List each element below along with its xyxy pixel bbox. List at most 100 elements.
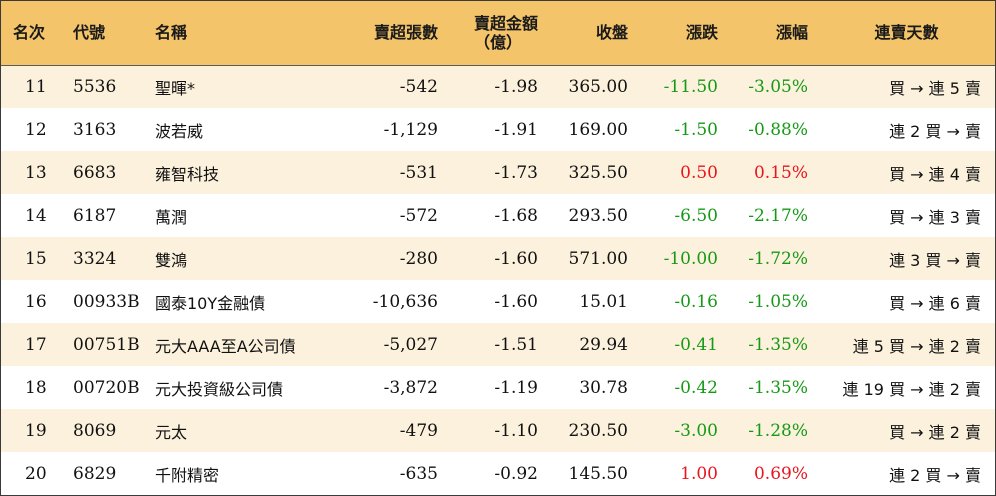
change-pct-cell: -2.17% <box>748 205 808 226</box>
rank-cell: 11 <box>1 64 63 108</box>
code-cell: 6829 <box>73 463 117 484</box>
streak-cell: 買 → 連 3 賣 <box>889 207 981 227</box>
change-cell: 0.50 <box>680 162 718 183</box>
name-cell: 國泰10Y金融債 <box>155 293 266 313</box>
header-rank: 名次 <box>13 23 46 43</box>
table-row: 13 6683 雍智科技 -531 -1.73 325.50 0.50 0.15% 買 → 連 … <box>1 151 995 194</box>
change-pct-cell: -0.88% <box>748 119 808 140</box>
change-cell: -11.50 <box>638 64 728 108</box>
net-sell-lots-cell: -531 <box>399 162 438 183</box>
name-cell: 聖暉* <box>145 64 330 108</box>
name-cell: 元大AAA至A公司債 <box>155 336 296 356</box>
name-cell: 雍智科技 <box>155 164 220 184</box>
header-net-sell-lots: 賣超張數 <box>373 23 438 43</box>
net-sell-amount-cell: -1.98 <box>448 64 548 108</box>
code-cell: 00933B <box>73 291 140 312</box>
close-cell: 293.50 <box>568 205 628 226</box>
code-cell: 5536 <box>63 64 145 108</box>
change-cell: -0.16 <box>674 291 718 312</box>
close-cell: 15.01 <box>579 291 628 312</box>
table-row: 11 5536 聖暉* -542 -1.98 365.00 -11.50 -3.05% 買 → … <box>1 64 995 108</box>
header-row: 名次 代號 名稱 賣超張數 賣超金額 （億） 收盤 漲跌 漲幅 連賣天數 <box>1 1 995 65</box>
change-pct-cell: -1.72% <box>748 248 808 269</box>
close-cell: 169.00 <box>568 119 628 140</box>
change-pct-cell: -1.05% <box>748 291 808 312</box>
change-pct-cell: -1.35% <box>748 334 808 355</box>
net-sell-amount-cell: -1.73 <box>494 162 538 183</box>
name-cell: 萬潤 <box>155 207 188 227</box>
table-row: 19 8069 元太 -479 -1.10 230.50 -3.00 -1.28% 買 → 連 … <box>1 409 995 452</box>
table-row: 17 00751B 元大AAA至A公司債 -5,027 -1.51 29.94 -0.41 -… <box>1 323 995 366</box>
streak-cell: 買 → 連 4 賣 <box>889 164 981 184</box>
change-cell: -0.41 <box>674 334 718 355</box>
rank-cell: 16 <box>25 291 47 312</box>
table-row: 16 00933B 國泰10Y金融債 -10,636 -1.60 15.01 -0.16 -1… <box>1 280 995 323</box>
streak-cell: 買 → 連 2 賣 <box>889 422 981 442</box>
change-cell: -3.00 <box>674 420 718 441</box>
streak-cell: 買 → 連 5 賣 <box>818 64 995 108</box>
rank-cell: 18 <box>25 377 47 398</box>
change-cell: -10.00 <box>663 248 718 269</box>
close-cell: 145.50 <box>568 463 628 484</box>
close-cell: 230.50 <box>568 420 628 441</box>
table-row: 15 3324 雙鴻 -280 -1.60 571.00 -10.00 -1.72% 連 3 買… <box>1 237 995 280</box>
name-cell: 千附精密 <box>155 465 220 485</box>
net-sell-amount-cell: -1.60 <box>494 248 538 269</box>
header-name: 名稱 <box>155 23 188 43</box>
net-sell-lots-cell: -5,027 <box>383 334 438 355</box>
code-cell: 00751B <box>73 334 140 355</box>
header-net-sell-amount-unit: （億） <box>473 32 522 52</box>
table-header: 名次 代號 名稱 賣超張數 賣超金額 （億） 收盤 漲跌 漲幅 連賣天數 <box>1 1 995 65</box>
change-pct-cell: 0.15% <box>753 162 808 183</box>
header-change: 漲跌 <box>685 23 718 43</box>
name-cell: 雙鴻 <box>155 250 188 270</box>
close-cell: 325.50 <box>568 162 628 183</box>
streak-cell: 連 5 買 → 連 2 賣 <box>852 336 981 356</box>
net-sell-lots-cell: -3,872 <box>383 377 438 398</box>
rank-cell: 12 <box>25 119 47 140</box>
close-cell: 571.00 <box>568 248 628 269</box>
net-sell-amount-cell: -0.92 <box>494 463 538 484</box>
header-close: 收盤 <box>595 23 628 43</box>
net-sell-lots-cell: -635 <box>399 463 438 484</box>
streak-cell: 連 3 買 → 賣 <box>889 250 981 270</box>
streak-cell: 連 2 買 → 賣 <box>889 465 981 485</box>
rank-cell: 14 <box>25 205 47 226</box>
table-row: 18 00720B 元大投資級公司債 -3,872 -1.19 30.78 -0.42 -1.… <box>1 366 995 409</box>
header-net-sell-amount: 賣超金額 （億） <box>448 1 548 65</box>
net-sell-amount-cell: -1.68 <box>494 205 538 226</box>
rank-cell: 20 <box>25 463 47 484</box>
net-sell-lots-cell: -1,129 <box>383 119 438 140</box>
change-pct-cell: -1.28% <box>748 420 808 441</box>
code-cell: 6683 <box>73 162 117 183</box>
net-sell-amount-cell: -1.19 <box>494 377 538 398</box>
streak-cell: 連 2 買 → 賣 <box>889 121 981 141</box>
net-sell-amount-cell: -1.51 <box>494 334 538 355</box>
change-cell: -0.42 <box>674 377 718 398</box>
table-row: 12 3163 波若威 -1,129 -1.91 169.00 -1.50 -0.88% 連 2… <box>1 108 995 151</box>
name-cell: 元大投資級公司債 <box>155 379 284 399</box>
name-cell: 波若威 <box>155 121 204 141</box>
net-sell-amount-cell: -1.91 <box>494 119 538 140</box>
header-streak: 連賣天數 <box>874 23 939 43</box>
table-row: 14 6187 萬潤 -572 -1.68 293.50 -6.50 -2.17% 買 → 連 … <box>1 194 995 237</box>
code-cell: 8069 <box>73 420 117 441</box>
rank-cell: 15 <box>25 248 47 269</box>
streak-cell: 買 → 連 6 賣 <box>889 293 981 313</box>
code-cell: 3163 <box>73 119 117 140</box>
close-cell: 29.94 <box>579 334 628 355</box>
net-sell-lots-cell: -542 <box>330 64 448 108</box>
table-row: 20 6829 千附精密 -635 -0.92 145.50 1.00 0.69% 連 2 買 … <box>1 452 995 495</box>
code-cell: 6187 <box>73 205 117 226</box>
streak-cell: 連 19 買 → 連 2 賣 <box>842 379 981 399</box>
header-net-sell-amount-label: 賣超金額 <box>473 13 538 33</box>
net-sell-amount-cell: -1.60 <box>494 291 538 312</box>
net-sell-lots-cell: -572 <box>399 205 438 226</box>
table-body: 11 5536 聖暉* -542 -1.98 365.00 -11.50 -3.05% 買 → … <box>1 64 995 495</box>
header-code: 代號 <box>73 23 106 43</box>
net-sell-lots-cell: -479 <box>399 420 438 441</box>
net-sell-lots-cell: -280 <box>399 248 438 269</box>
change-pct-cell: -1.35% <box>748 377 808 398</box>
